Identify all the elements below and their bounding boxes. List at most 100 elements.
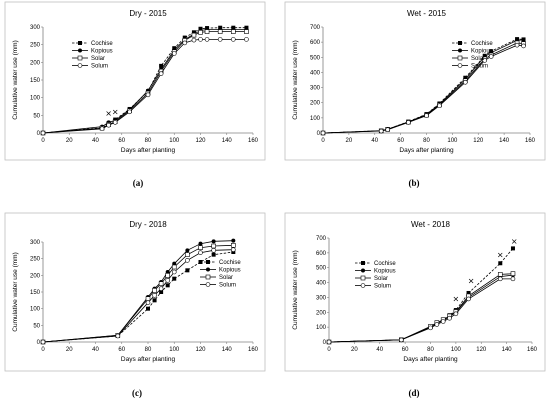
legend-label: Solar	[374, 276, 388, 282]
x-tick-label: 140	[502, 347, 513, 353]
annotation-mark: ×	[468, 277, 475, 286]
x-tick-label: 100	[169, 347, 180, 353]
panel-caption: (c)	[132, 388, 142, 398]
x-tick-label: 120	[195, 138, 206, 144]
data-point-solum	[158, 286, 164, 291]
data-point-kopious	[185, 248, 190, 253]
legend-label: Cochise	[471, 41, 493, 47]
data-point-solar	[145, 296, 151, 301]
data-point-solar	[165, 273, 170, 278]
data-point-cochise	[211, 252, 216, 257]
data-point-cochise	[172, 276, 177, 281]
x-tick-label: 80	[145, 138, 152, 144]
x-tick-label: 60	[397, 138, 404, 144]
data-point-solar	[231, 243, 236, 248]
y-tick-label: 200	[30, 60, 41, 66]
legend-label: Solum	[219, 283, 236, 289]
data-point-solum	[165, 278, 170, 283]
y-tick-label: 50	[33, 323, 40, 329]
y-tick-label: 0	[37, 131, 41, 137]
data-point-solum	[127, 109, 132, 115]
y-axis-label: Cumulative water use (mm)	[12, 40, 19, 119]
legend-marker	[78, 48, 82, 53]
data-point-solum	[152, 293, 157, 298]
data-point-kopious	[231, 238, 236, 243]
chart-title: Wet - 2018	[411, 220, 451, 229]
legend-marker	[360, 283, 366, 288]
x-tick-label: 0	[327, 347, 331, 353]
legend-marker	[457, 63, 463, 68]
legend-label: Kopious	[471, 49, 493, 55]
legend-label: Solar	[219, 275, 233, 281]
data-point-solar	[204, 29, 210, 34]
data-point-cochise	[146, 306, 150, 311]
data-point-solum	[112, 120, 118, 125]
data-point-solum	[510, 276, 516, 282]
data-point-kopious	[198, 241, 203, 246]
data-point-solar	[231, 29, 236, 34]
data-point-solum	[217, 37, 223, 42]
x-tick-label: 160	[527, 347, 538, 353]
data-point-solum	[385, 127, 390, 132]
y-tick-label: 100	[316, 325, 327, 331]
y-tick-label: 500	[316, 266, 327, 272]
data-point-solum	[482, 58, 488, 63]
y-tick-label: 150	[30, 290, 41, 296]
data-point-cochise	[185, 268, 190, 273]
annotation-mark: ×	[112, 107, 119, 116]
data-point-solum	[463, 79, 468, 85]
annotation-mark: ×	[497, 251, 504, 260]
x-tick-label: 40	[376, 347, 383, 353]
x-tick-label: 20	[66, 138, 73, 144]
x-tick-label: 80	[145, 347, 152, 353]
legend-label: Cochise	[219, 260, 241, 266]
data-point-solum	[204, 37, 210, 42]
x-tick-label: 40	[92, 138, 99, 144]
data-point-solum	[424, 113, 429, 118]
data-point-solar	[158, 281, 164, 286]
y-tick-label: 200	[30, 273, 41, 279]
data-point-solum	[378, 128, 384, 134]
data-point-solar	[198, 245, 203, 250]
chart-title: Dry - 2015	[129, 9, 167, 18]
y-tick-label: 0	[317, 131, 321, 137]
legend-label: Kopious	[219, 268, 241, 274]
x-tick-label: 100	[447, 138, 458, 144]
data-point-solum	[185, 258, 190, 263]
x-tick-label: 140	[222, 347, 233, 353]
y-axis-label: Cumulative water use (mm)	[292, 250, 299, 329]
data-point-solum	[231, 37, 236, 42]
data-point-solum	[453, 311, 459, 317]
data-point-solar	[217, 29, 223, 34]
x-tick-label: 20	[351, 347, 358, 353]
y-tick-label: 100	[310, 116, 321, 122]
y-tick-label: 600	[310, 40, 321, 46]
data-point-solum	[40, 339, 46, 345]
data-point-solum	[521, 43, 526, 49]
annotation-mark: ×	[105, 109, 112, 118]
x-tick-label: 0	[321, 138, 325, 144]
data-point-solum	[440, 319, 446, 324]
data-point-cochise	[152, 298, 157, 303]
y-tick-label: 100	[30, 307, 41, 313]
chart-panel-0: Dry - 2015 0 20 40 60 80 100 120 140 160 0 50 100 150…	[4, 1, 266, 161]
y-tick-label: 250	[30, 43, 41, 49]
x-tick-label: 140	[222, 138, 233, 144]
data-point-solum	[326, 339, 332, 345]
data-point-cochise	[165, 283, 170, 288]
legend-marker	[360, 275, 366, 281]
panel-frame	[284, 212, 546, 372]
x-tick-label: 160	[248, 347, 259, 353]
data-point-solum	[171, 51, 177, 56]
y-axis-label: Cumulative water use (mm)	[12, 252, 19, 331]
data-point-solum	[40, 130, 46, 136]
x-tick-label: 100	[451, 347, 462, 353]
x-tick-label: 120	[476, 347, 487, 353]
legend-marker	[361, 268, 365, 273]
x-axis-label: Days after planting	[399, 147, 454, 154]
legend-label: Solar	[471, 56, 485, 62]
data-point-solum	[399, 337, 404, 343]
data-point-solum	[191, 37, 197, 43]
data-point-solum	[497, 276, 503, 282]
